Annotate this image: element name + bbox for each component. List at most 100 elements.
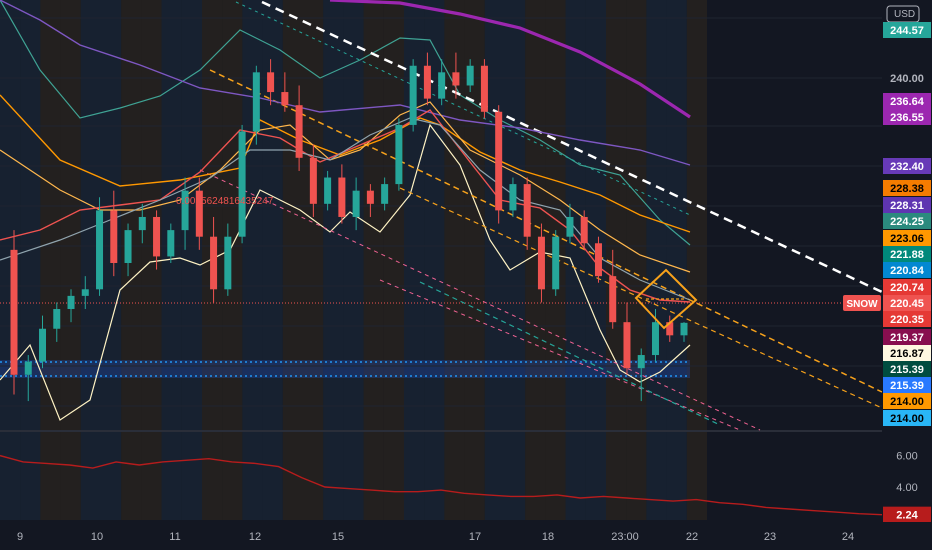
candle-down[interactable] [495, 105, 503, 224]
candle-down[interactable] [10, 230, 18, 395]
candle-down[interactable] [594, 236, 602, 283]
candle-down[interactable] [210, 216, 218, 303]
candle-body [295, 105, 303, 158]
indicator-tick: 6.00 [896, 451, 917, 463]
candle-body [352, 190, 360, 217]
price-label[interactable]: 220.74 [890, 282, 925, 294]
support-zone [0, 360, 690, 378]
candle-body [96, 210, 104, 290]
candle-down[interactable] [580, 210, 588, 250]
price-label[interactable]: 214.00 [890, 413, 924, 425]
candle-up[interactable] [238, 124, 246, 244]
time-tick: 23 [764, 531, 776, 543]
time-tick: 23:00 [611, 531, 639, 543]
candle-down[interactable] [523, 177, 531, 250]
candle-up[interactable] [252, 65, 260, 145]
candle-up[interactable] [53, 302, 61, 342]
currency-label: USD [894, 9, 915, 20]
symbol-tag[interactable]: SNOW [846, 299, 878, 310]
price-label[interactable]: 221.88 [890, 249, 924, 261]
time-tick: 22 [686, 531, 698, 543]
candle-down[interactable] [338, 164, 346, 224]
candle-down[interactable] [623, 302, 631, 375]
price-label[interactable]: 223.06 [890, 233, 924, 245]
time-tick: 10 [91, 531, 103, 543]
green-channel-line [419, 281, 721, 426]
session-band [464, 0, 485, 520]
price-label[interactable]: 244.57 [890, 25, 924, 37]
candle-up[interactable] [438, 59, 446, 106]
price-axis[interactable]: USD 244.57 240.00 236.64 236.55 232.40 228.38 2… [843, 0, 932, 550]
price-label[interactable]: 220.45 [890, 298, 924, 310]
price-label[interactable]: 236.55 [890, 112, 924, 124]
candle-up[interactable] [96, 197, 104, 296]
grid [0, 17, 882, 432]
ma-100-line [0, 0, 691, 166]
price-label[interactable]: 228.38 [890, 183, 924, 195]
candles[interactable] [10, 52, 688, 402]
candle-down[interactable] [110, 190, 118, 277]
candle-body [566, 216, 574, 237]
overlay-shapes [634, 268, 698, 330]
candle-down[interactable] [537, 223, 545, 303]
candle-up[interactable] [324, 170, 332, 211]
price-label[interactable]: 236.64 [890, 96, 925, 108]
marker-label: 0.0035624816435247 [176, 196, 274, 207]
candle-up[interactable] [39, 315, 47, 369]
price-label[interactable]: 224.25 [890, 216, 924, 228]
session-band [262, 0, 283, 520]
session-band [181, 0, 202, 520]
candle-down[interactable] [295, 85, 303, 171]
candle-down[interactable] [480, 59, 488, 119]
candle-up[interactable] [352, 177, 360, 231]
price-label[interactable]: 215.39 [890, 364, 924, 376]
candle-down[interactable] [309, 144, 317, 217]
candle-up[interactable] [381, 177, 389, 211]
price-label[interactable]: 228.31 [890, 200, 924, 212]
candle-down[interactable] [281, 72, 289, 112]
price-label[interactable]: 216.87 [890, 348, 924, 360]
candle-down[interactable] [666, 315, 674, 342]
candle-up[interactable] [466, 59, 474, 93]
price-label[interactable]: 214.00 [890, 396, 924, 408]
candle-up[interactable] [509, 177, 517, 217]
price-label[interactable]: 220.84 [890, 265, 925, 277]
candle-down[interactable] [195, 177, 203, 250]
time-axis[interactable]: 9 10 11 12 15 17 18 23:00 22 23 24 [0, 522, 932, 550]
candle-down[interactable] [153, 210, 161, 270]
candle-up[interactable] [552, 230, 560, 296]
candle-up[interactable] [637, 348, 645, 402]
price-label[interactable]: 215.39 [890, 380, 924, 392]
candle-up[interactable] [138, 203, 146, 244]
candle-up[interactable] [409, 59, 417, 132]
time-tick: 15 [332, 531, 344, 543]
candle-body [195, 190, 203, 237]
candle-up[interactable] [566, 203, 574, 244]
price-label[interactable]: 219.37 [890, 332, 924, 344]
candle-down[interactable] [423, 52, 431, 106]
price-label[interactable]: 220.35 [890, 314, 924, 326]
orange-trend-line [209, 69, 883, 393]
candle-up[interactable] [67, 289, 75, 323]
candle-down[interactable] [267, 59, 275, 106]
price-label-bg [883, 377, 931, 393]
session-band [60, 0, 81, 520]
candle-down[interactable] [366, 184, 374, 217]
bollinger-bands [0, 0, 691, 421]
candle-body [153, 216, 161, 257]
candle-up[interactable] [181, 177, 189, 250]
session-band [222, 0, 243, 520]
price-label[interactable]: 240.00 [890, 73, 924, 85]
session-band [323, 0, 344, 520]
candle-down[interactable] [609, 249, 617, 329]
candle-up[interactable] [224, 223, 232, 296]
price-label[interactable]: 232.40 [890, 161, 924, 173]
candle-up[interactable] [680, 322, 688, 342]
candle-up[interactable] [395, 118, 403, 191]
candle-up[interactable] [24, 355, 32, 402]
candle-down[interactable] [452, 52, 460, 99]
candle-up[interactable] [124, 223, 132, 277]
candle-up[interactable] [81, 276, 89, 310]
candle-up[interactable] [167, 223, 175, 263]
